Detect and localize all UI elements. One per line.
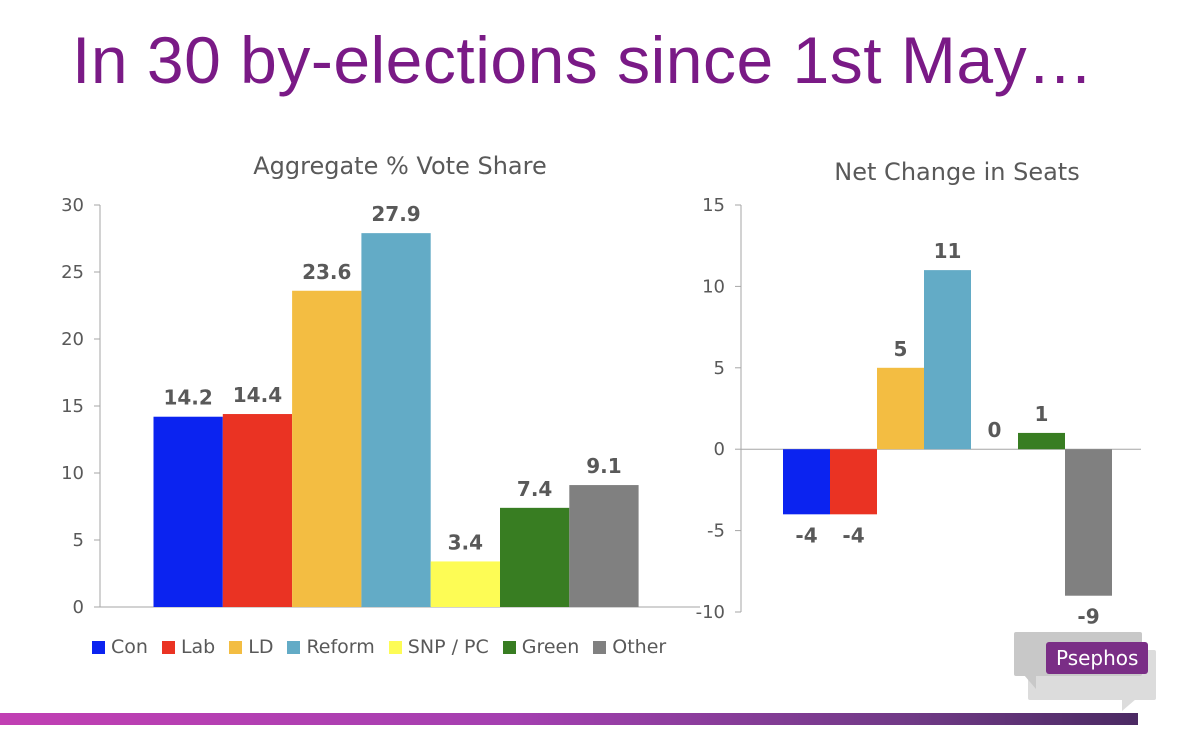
legend-swatch-snp-pc [388,640,402,654]
legend-item-con: Con [92,636,148,658]
legend-item-reform: Reform [287,636,375,658]
legend-item-other: Other [593,636,666,658]
legend-swatch-reform [287,640,301,654]
bar-lab [222,414,293,607]
legend-item-snp-pc: SNP / PC [388,636,489,658]
y-tick-label: 0 [73,597,84,618]
data-label-reform: 27.9 [371,202,420,226]
bar-reform [361,233,431,607]
legend-item-lab: Lab [161,636,216,658]
y-tick-label: 5 [714,358,725,379]
data-label-lab: -4 [842,523,864,547]
y-tick-label: 0 [714,439,725,460]
bar-green [1018,432,1065,450]
bar-con [783,449,830,515]
y-tick-label: 20 [61,329,84,350]
data-label-reform: 11 [934,239,962,263]
legend-swatch-lab [161,640,175,654]
bar-reform [924,270,971,450]
legend-item-green: Green [502,636,580,658]
y-tick-label: 15 [702,195,725,216]
legend-label-con: Con [111,636,148,658]
data-label-other: -9 [1077,605,1099,629]
y-tick-label: -5 [707,521,725,542]
slide-title: In 30 by-elections since 1st May… [72,23,1094,97]
legend-swatch-green [502,640,516,654]
data-label-snp-pc: 0 [988,418,1002,442]
data-label-ld: 5 [894,337,908,361]
chart-legend: Con Lab LD Reform SNP / PC Green Other [92,636,680,658]
data-label-green: 7.4 [517,477,552,501]
y-tick-label: 30 [61,195,84,216]
bar-lab [830,449,877,515]
logo-text: Psephos [1046,642,1149,674]
legend-label-reform: Reform [306,636,375,658]
data-label-green: 1 [1035,402,1049,426]
bar-ld [877,367,924,450]
y-tick-label: 15 [61,396,84,417]
bar-green [500,507,570,607]
legend-label-lab: Lab [180,636,216,658]
bar-other [569,485,639,607]
data-label-ld: 23.6 [302,260,351,284]
legend-label-snp-pc: SNP / PC [407,636,489,658]
data-label-con: -4 [795,523,817,547]
legend-item-ld: LD [229,636,273,658]
data-label-snp-pc: 3.4 [448,530,483,554]
data-label-other: 9.1 [586,454,621,478]
legend-swatch-ld [229,640,243,654]
psephos-logo: Psephos [1010,628,1160,711]
bar-con [153,416,223,607]
bar-other [1065,449,1112,596]
logo-speech-tail-front [1024,675,1036,689]
logo-speech-tail-back [1122,699,1136,711]
y-tick-label: 25 [61,262,84,283]
legend-label-green: Green [521,636,580,658]
bar-ld [292,290,362,607]
legend-swatch-other [593,640,607,654]
footer-gradient-bar [0,713,1138,725]
legend-label-ld: LD [248,636,274,658]
data-label-lab: 14.4 [233,383,282,407]
y-tick-label: 5 [73,530,84,551]
y-tick-label: 10 [702,276,725,297]
y-tick-label: 10 [61,463,84,484]
seat-change-chart-title: Net Change in Seats [834,158,1080,186]
y-tick-label: -10 [696,602,725,623]
data-label-con: 14.2 [163,386,212,410]
vote-share-chart-title: Aggregate % Vote Share [253,152,547,180]
bar-snp-pc [430,561,500,607]
legend-swatch-con [92,640,105,654]
legend-label-other: Other [612,636,667,658]
